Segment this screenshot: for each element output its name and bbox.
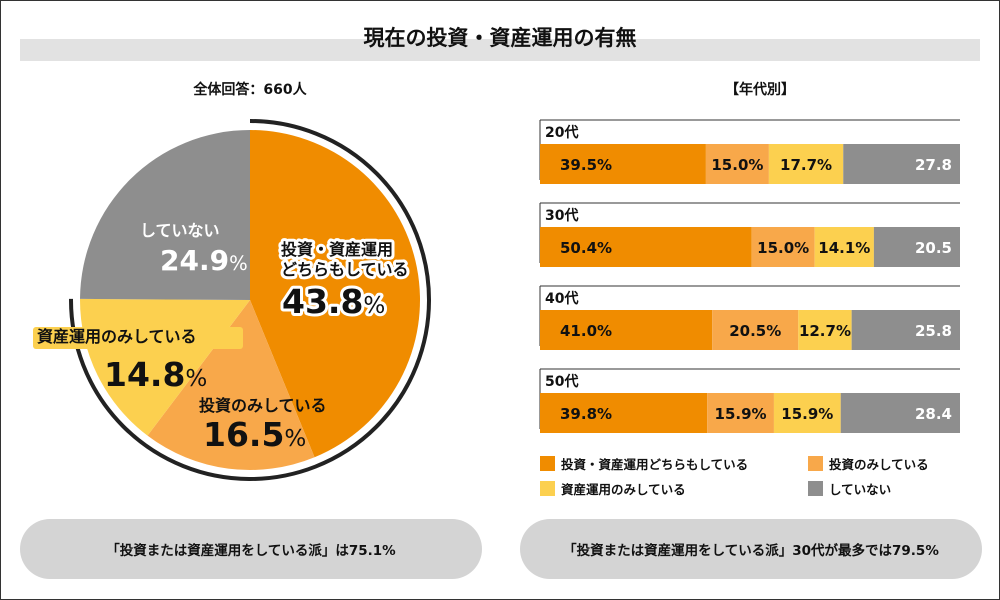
bar-value-label: 15.9% xyxy=(781,405,833,423)
bar-chart: 20代 39.5% 15.0% 17.7% 27.8 30代 50.4% 15.0% 14.1%… xyxy=(539,119,960,497)
pie-value-both: 43.8% xyxy=(282,282,385,321)
bar-value-label: 20.5 xyxy=(915,239,952,257)
summary-left: 「投資または資産運用をしている派」は75.1% xyxy=(20,519,482,579)
bar-value-label: 25.8 xyxy=(915,322,952,340)
legend-swatch xyxy=(540,456,555,471)
category-label: 20代 xyxy=(545,124,578,141)
bar-value-label: 15.0% xyxy=(757,239,809,257)
legend-swatch xyxy=(808,456,823,471)
pie-label-asset-only: 資産運用のみしている 14.8% xyxy=(37,327,207,394)
bar-row-2: 30代 50.4% 15.0% 14.1% 20.5 xyxy=(539,202,960,267)
bar-value-label: 14.1% xyxy=(818,239,870,257)
legend-label: 投資・資産運用どちらもしている xyxy=(561,457,748,472)
bar-value-label: 28.4 xyxy=(915,405,952,423)
legend-label: 資産運用のみしている xyxy=(561,482,686,497)
pie-subtitle: 全体回答：660人 xyxy=(193,82,307,98)
legend-item-asset-only: 資産運用のみしている xyxy=(540,481,686,497)
bar-value-label: 20.5% xyxy=(729,322,781,340)
pie-label-both: 投資・資産運用どちらもしている 43.8% xyxy=(278,237,412,324)
bar-segment-none xyxy=(840,393,960,433)
bar-value-label: 15.0% xyxy=(711,156,763,174)
bar-value-label: 39.8% xyxy=(560,405,612,423)
pie-outer-arc xyxy=(69,119,431,481)
bar-segment-asset-only xyxy=(773,393,841,433)
bar-value-label: 41.0% xyxy=(560,322,612,340)
bar-segment-both xyxy=(540,227,752,267)
bar-row-4: 50代 39.8% 15.9% 15.9% 28.4 xyxy=(539,368,960,433)
legend-item-invest-only: 投資のみしている xyxy=(808,456,929,472)
legend-swatch xyxy=(808,481,823,496)
category-label: 50代 xyxy=(545,373,578,390)
category-label: 30代 xyxy=(545,207,578,224)
bar-value-label: 12.7% xyxy=(799,322,851,340)
bar-segment-none xyxy=(873,227,960,267)
bar-segment-asset-only xyxy=(798,310,852,350)
legend-swatch xyxy=(540,481,555,496)
category-label: 40代 xyxy=(545,290,578,307)
bar-segment-both xyxy=(540,393,708,433)
pie-value-asset-only: 14.8% xyxy=(104,355,207,394)
pie-slice-both xyxy=(250,130,420,458)
pie-value-none: 24.9% xyxy=(160,244,248,277)
svg-text:投資のみしている: 投資のみしている xyxy=(199,396,327,415)
legend-label: 投資のみしている xyxy=(829,457,929,472)
bar-segment-both xyxy=(540,144,706,184)
svg-text:どちらもしている: どちらもしている xyxy=(281,260,409,279)
bar-segment-both xyxy=(540,310,713,350)
figure-title: 現在の投資・資産運用の有無 xyxy=(363,26,637,50)
bar-value-label: 15.9% xyxy=(715,405,767,423)
bar-segment-asset-only xyxy=(768,144,844,184)
legend-label: していない xyxy=(829,482,891,497)
title-bar xyxy=(20,39,980,61)
bar-row-3: 40代 41.0% 20.5% 12.7% 25.8 xyxy=(539,285,960,350)
summary-right: 「投資または資産運用をしている派」30代が最多では79.5% xyxy=(520,519,982,579)
bar-value-label: 17.7% xyxy=(780,156,832,174)
bar-segment-invest-only xyxy=(712,310,799,350)
bar-subtitle: 【年代別】 xyxy=(725,82,795,98)
bar-segment-invest-only xyxy=(751,227,815,267)
bar-value-label: 39.5% xyxy=(560,156,612,174)
bar-value-label: 50.4% xyxy=(560,239,612,257)
bar-segment-invest-only xyxy=(707,393,774,433)
bar-segment-none xyxy=(843,144,960,184)
pie-chart: 投資・資産運用どちらもしている43.8%投資のみしている16.5%資産運用のみし… xyxy=(33,119,431,481)
pie-slice-none xyxy=(80,130,250,300)
svg-text:していない: していない xyxy=(140,221,220,240)
svg-text:投資・資産運用: 投資・資産運用 xyxy=(281,240,393,259)
bar-value-label: 27.8 xyxy=(915,156,952,174)
bar-segment-none xyxy=(851,310,960,350)
pie-label-none: していない 24.9% xyxy=(140,221,248,277)
legend-item-none: していない xyxy=(808,481,891,497)
pie-value-invest-only: 16.5% xyxy=(203,415,306,454)
asset-only-label-highlight xyxy=(33,327,243,349)
bar-segment-invest-only xyxy=(705,144,769,184)
bar-row-1: 20代 39.5% 15.0% 17.7% 27.8 xyxy=(539,119,960,184)
legend-item-both: 投資・資産運用どちらもしている xyxy=(540,456,748,472)
svg-text:資産運用のみしている: 資産運用のみしている xyxy=(37,327,197,346)
pie-slice-invest-only xyxy=(147,300,315,470)
bar-segment-asset-only xyxy=(814,227,874,267)
